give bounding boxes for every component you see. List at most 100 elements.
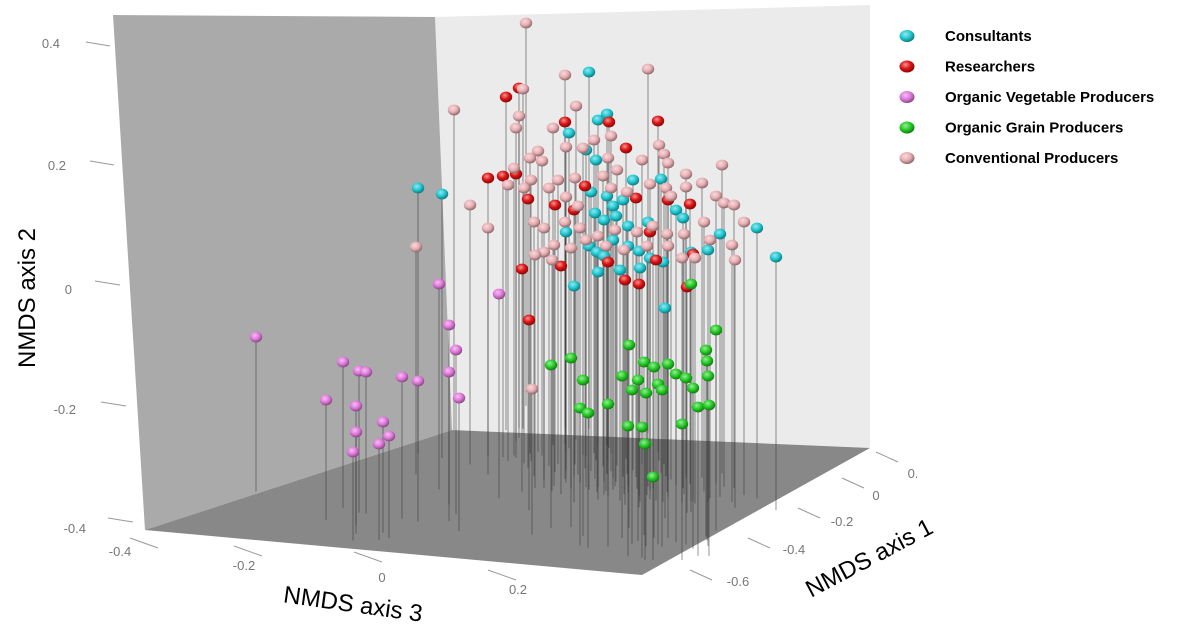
- data-point: [449, 344, 463, 356]
- z-tick-label: 0: [872, 488, 879, 503]
- data-point: [643, 178, 657, 190]
- data-point: [554, 260, 568, 272]
- data-point: [558, 69, 572, 81]
- data-point: [591, 114, 605, 126]
- data-point: [521, 193, 535, 205]
- data-point: [657, 148, 671, 160]
- data-point: [655, 384, 669, 396]
- data-point: [492, 288, 506, 300]
- data-point: [442, 366, 456, 378]
- data-point: [679, 181, 693, 193]
- data-point: [639, 387, 653, 399]
- data-point: [608, 224, 622, 236]
- data-point: [638, 438, 652, 450]
- data-point: [620, 186, 634, 198]
- data-point: [599, 240, 613, 252]
- data-point: [675, 252, 689, 264]
- data-point: [631, 374, 645, 386]
- data-point: [578, 180, 592, 192]
- data-point: [654, 173, 668, 185]
- data-point: [703, 234, 717, 246]
- data-point: [601, 152, 615, 164]
- data-point: [573, 222, 587, 234]
- data-point: [691, 401, 705, 413]
- data-point: [516, 83, 530, 95]
- data-point: [651, 115, 665, 127]
- legend-marker: [899, 152, 915, 164]
- z-axis-tick-labels: 0. 0 -0.2 -0.4 -0.6: [727, 466, 919, 589]
- data-point: [646, 220, 660, 232]
- x-axis-title: NMDS axis 3: [282, 581, 424, 627]
- data-point: [551, 174, 565, 186]
- z-tick-mark: [797, 507, 821, 519]
- x-axis-ticks: [129, 537, 517, 581]
- data-point: [637, 356, 651, 368]
- legend-label: Organic Vegetable Producers: [945, 89, 1154, 106]
- z-tick-label: -0.2: [831, 514, 853, 529]
- x-tick-label: 0: [378, 570, 385, 585]
- data-point: [709, 324, 723, 336]
- data-point: [432, 278, 446, 290]
- data-point: [610, 164, 624, 176]
- data-point: [395, 371, 409, 383]
- x-tick-mark: [233, 545, 263, 557]
- data-point: [630, 226, 644, 238]
- data-point: [346, 446, 360, 458]
- data-point: [509, 122, 523, 134]
- data-point: [567, 280, 581, 292]
- data-point: [522, 314, 536, 326]
- legend: Consultants Researchers Organic Vegetable …: [899, 28, 1154, 167]
- data-point: [641, 63, 655, 75]
- data-point: [249, 331, 263, 343]
- data-point: [695, 177, 709, 189]
- data-point: [684, 278, 698, 290]
- y-tick-label: 0: [65, 282, 72, 297]
- legend-label: Organic Grain Producers: [945, 120, 1123, 137]
- z-tick-label: -0.4: [783, 542, 805, 557]
- data-point: [525, 383, 539, 395]
- data-point: [558, 216, 572, 228]
- data-point: [660, 228, 674, 240]
- data-point: [649, 254, 663, 266]
- data-point: [564, 352, 578, 364]
- data-point: [558, 116, 572, 128]
- z-tick-mark: [747, 537, 771, 549]
- legend-label: Consultants: [945, 28, 1032, 45]
- data-point: [677, 228, 691, 240]
- data-point: [596, 170, 610, 182]
- data-point: [507, 162, 521, 174]
- data-point: [613, 264, 627, 276]
- data-point: [601, 398, 615, 410]
- data-point: [621, 420, 635, 432]
- data-point: [496, 170, 510, 182]
- data-point: [713, 228, 727, 240]
- data-point: [659, 182, 673, 194]
- data-point: [349, 400, 363, 412]
- data-point: [675, 418, 689, 430]
- data-point: [569, 100, 583, 112]
- y-tick-mark: [89, 160, 115, 166]
- data-point: [579, 234, 593, 246]
- data-point: [715, 159, 729, 171]
- data-point: [652, 139, 666, 151]
- data-point: [559, 141, 573, 153]
- data-point: [609, 210, 623, 222]
- data-point: [447, 104, 461, 116]
- data-point: [442, 319, 456, 331]
- data-point: [545, 254, 559, 266]
- data-point: [568, 172, 582, 184]
- data-point: [519, 17, 533, 29]
- data-point: [349, 426, 363, 438]
- data-point: [589, 154, 603, 166]
- data-point: [664, 190, 678, 202]
- data-point: [501, 179, 515, 191]
- data-point: [452, 392, 466, 404]
- y-axis-tick-labels: 0.4 0.2 0 -0.2 -0.4: [42, 36, 86, 536]
- y-tick-label: 0.2: [48, 158, 66, 173]
- drop-lines: [255, 23, 777, 560]
- data-point: [528, 249, 542, 261]
- data-point: [411, 182, 425, 194]
- data-point: [535, 155, 549, 167]
- data-point: [699, 344, 713, 356]
